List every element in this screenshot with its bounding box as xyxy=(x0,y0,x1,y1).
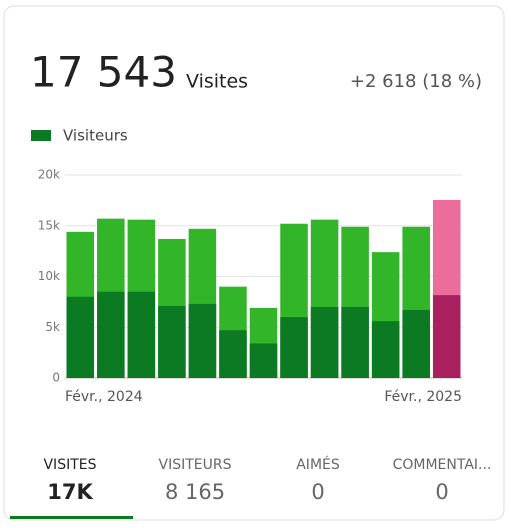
bar xyxy=(280,317,308,378)
tab-value[interactable]: 8 165 xyxy=(165,480,225,504)
tab-label[interactable]: VISITEURS xyxy=(159,457,232,473)
x-tick-label: Févr., 2024 xyxy=(65,389,143,405)
y-tick-label: 5k xyxy=(45,320,60,334)
bar xyxy=(310,306,339,378)
tab-value[interactable]: 0 xyxy=(311,480,324,504)
card xyxy=(3,5,505,521)
metric: Visites xyxy=(186,71,248,93)
tab-label[interactable]: VISITES xyxy=(43,457,96,473)
total: 17 543 xyxy=(30,48,177,97)
bar xyxy=(158,305,186,378)
tab-value[interactable]: 0 xyxy=(435,480,448,504)
tab-label[interactable]: COMMENTAI... xyxy=(393,457,492,473)
legend-label: Visiteurs xyxy=(63,127,128,145)
bar xyxy=(402,309,430,378)
bar xyxy=(341,306,369,378)
change: +2 618 (18 %) xyxy=(350,71,482,92)
legend-swatch xyxy=(31,130,51,141)
y-tick-label: 0 xyxy=(52,371,60,385)
tab-underline xyxy=(10,516,133,519)
bar xyxy=(432,295,461,378)
bar xyxy=(371,321,400,378)
y-tick-label: 10k xyxy=(38,269,60,283)
bar xyxy=(219,330,247,378)
tab-value[interactable]: 17K xyxy=(47,480,93,504)
bar xyxy=(249,343,278,378)
y-tick-label: 20k xyxy=(38,168,60,182)
bar xyxy=(97,291,125,378)
tab-label[interactable]: AIMÉS xyxy=(296,456,340,473)
y-tick-label: 15k xyxy=(38,218,60,232)
bar xyxy=(66,296,95,378)
bar xyxy=(188,303,217,378)
bar xyxy=(127,291,156,378)
x-tick-label: Févr., 2025 xyxy=(384,389,462,405)
